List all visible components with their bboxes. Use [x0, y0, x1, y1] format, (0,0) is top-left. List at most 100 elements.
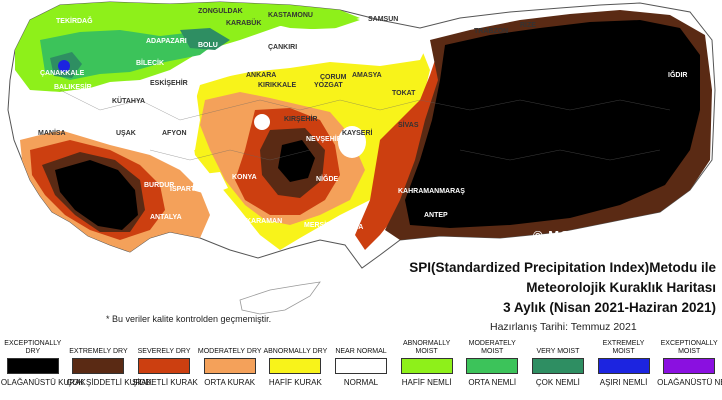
city-label: KARABÜK [226, 20, 262, 27]
city-label: AMASYA [352, 72, 382, 79]
region-normal-kirikkale [254, 114, 270, 130]
city-label: ESKİŞEHİR [150, 80, 188, 87]
prepared-date: Hazırlanış Tarihi: Temmuz 2021 [490, 321, 637, 333]
legend-label-tr: HAFİF NEMLİ [401, 378, 452, 387]
legend-label-en: SEVERELY DRY [137, 348, 191, 355]
city-label: ÇORUM [320, 74, 347, 81]
city-label: KARAMAN [246, 218, 283, 225]
city-label: TOKAT [392, 90, 416, 97]
legend-label-en: VERY MOIST [536, 348, 580, 355]
legend-item: SEVERELY DRY ŞİDDETLİ KURAK [132, 338, 198, 387]
city-label: BURDUR [144, 182, 175, 189]
legend-label-en: MODERATELY DRY [197, 348, 262, 355]
legend-item: VERY MOIST ÇOK NEMLİ [526, 338, 590, 387]
city-label: ÇANAKKALE [40, 70, 85, 77]
legend-swatch [466, 358, 519, 374]
city-label: KÜTAHYA [112, 98, 146, 105]
city-label: ADANA [338, 224, 364, 231]
region-abnormally-moist-blacksea [240, 8, 360, 30]
legend-swatch [531, 358, 584, 374]
legend-swatch [335, 358, 387, 374]
copyright-label: © MGM [533, 228, 583, 243]
map-title-line2: Meteorolojik Kuraklık Haritası [526, 280, 716, 295]
legend-swatch [597, 358, 650, 374]
cyprus-outline [239, 281, 321, 315]
city-label: BOLU [198, 42, 218, 49]
region-normal-west [12, 78, 200, 150]
city-label: SİVAS [398, 122, 419, 129]
legend-item: EXCEPTIONALLY DRY OLAĞANÜSTÜ KURAK [1, 338, 86, 387]
city-label: SAMSUN [368, 16, 399, 23]
legend: EXCEPTIONALLY DRY OLAĞANÜSTÜ KURAK EXTREME… [0, 338, 722, 400]
quality-footnote: * Bu veriler kalite kontrolden geçmemişt… [106, 314, 272, 324]
city-label: ADAPAZARI [146, 38, 187, 45]
city-label: NEVŞEHİR [306, 136, 342, 143]
city-label: AFYON [162, 130, 187, 137]
city-label: KAYSERİ [342, 130, 373, 137]
region-exceptionally-dry-central [278, 140, 315, 182]
region-very-moist-bolu [180, 28, 230, 50]
legend-label-en: EXCEPTIONALLY MOIST [660, 340, 718, 355]
city-label: MANİSA [38, 130, 66, 137]
city-label: NİĞDE [316, 176, 339, 183]
legend-label-en: EXCEPTIONALLY DRY [4, 340, 62, 355]
region-moderately-moist-nw [40, 30, 220, 80]
region-severely-dry-east [355, 40, 450, 250]
region-exceptionally-dry-east [405, 20, 700, 228]
city-label: KONYA [232, 174, 257, 181]
city-label: MERSİN [304, 222, 332, 229]
map-title-line1: SPI(Standardized Precipitation Index)Met… [409, 260, 716, 275]
city-label: RİZE [520, 22, 536, 29]
region-exceptionally-dry-southwest [55, 160, 138, 230]
legend-swatch [72, 358, 125, 374]
legend-label-tr: ÇOK NEMLİ [535, 378, 580, 387]
province-borders [59, 89, 671, 161]
legend-label-en: ABNORMALLY MOIST [402, 340, 451, 355]
legend-item: ABNORMALLY MOIST HAFİF NEMLİ [395, 338, 459, 387]
legend-label-en: NEAR NORMAL [335, 348, 387, 355]
city-label: TEKİRDAĞ [56, 18, 93, 25]
legend-swatch [203, 358, 256, 374]
legend-label-tr: AŞIRI NEMLİ [599, 378, 648, 387]
legend-swatch [663, 358, 716, 374]
legend-swatch [6, 358, 59, 374]
legend-label-tr: ÇOK ŞİDDETLİ KURAK [66, 378, 152, 387]
legend-label-en: EXTREMELY MOIST [602, 340, 645, 355]
legend-item: EXCEPTIONALLY MOIST OLAĞANÜSTÜ NEMLİ [657, 338, 722, 387]
city-label: IĞDIR [668, 72, 688, 79]
legend-label-en: ABNORMALLY DRY [263, 348, 328, 355]
legend-label-tr: ORTA NEMLİ [468, 378, 517, 387]
city-label: ANKARA [246, 72, 277, 79]
city-label: KASTAMONU [268, 12, 313, 19]
legend-item: EXTREMELY MOIST AŞIRI NEMLİ [592, 338, 656, 387]
city-label: ÇANKIRI [268, 44, 298, 51]
city-label: BİLECİK [136, 60, 164, 67]
region-normal-north [200, 28, 430, 80]
city-label: ZONGULDAK [198, 8, 243, 15]
region-extremely-moist-canakkale [58, 60, 70, 72]
legend-label-tr: ŞİDDETLİ KURAK [132, 378, 198, 387]
legend-swatch [138, 358, 191, 374]
city-label: UŞAK [116, 130, 136, 137]
city-label: ANTEP [424, 212, 448, 219]
legend-item: ABNORMALLY DRY HAFİF KURAK [263, 338, 327, 387]
legend-item: MODERATELY DRY ORTA KURAK [198, 338, 262, 387]
city-label: TRABZON [474, 28, 509, 35]
region-normal-kayseri [338, 126, 366, 158]
legend-item: MODERATELY MOIST ORTA NEMLİ [460, 338, 524, 387]
city-label: KAHRAMANMARAŞ [398, 188, 465, 195]
legend-label-tr: HAFİF KURAK [268, 378, 322, 387]
legend-item: EXTREMELY DRY ÇOK ŞİDDETLİ KURAK [66, 338, 152, 387]
legend-label-tr: NORMAL [343, 378, 379, 387]
legend-label-tr: OLAĞANÜSTÜ NEMLİ [657, 378, 722, 387]
legend-label-en: MODERATELY MOIST [468, 340, 516, 355]
city-label: BALIKESİR [54, 84, 92, 91]
legend-item: NEAR NORMAL NORMAL [329, 338, 393, 387]
city-label: ANTALYA [150, 214, 182, 221]
legend-swatch [269, 358, 322, 374]
legend-label-en: EXTREMELY DRY [69, 348, 128, 355]
city-label: ISPARTA [170, 186, 200, 193]
city-label: YOZGAT [314, 82, 343, 89]
legend-label-tr: ORTA KURAK [204, 378, 256, 387]
